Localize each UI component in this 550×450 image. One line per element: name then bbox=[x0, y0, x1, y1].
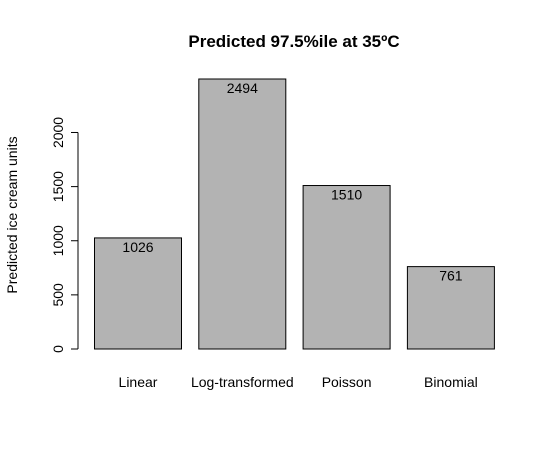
chart-title: Predicted 97.5%ile at 35ºC bbox=[188, 32, 399, 51]
data-label: 761 bbox=[439, 268, 463, 284]
bar-binomial bbox=[406, 266, 495, 350]
bars-group: 1026 2494 1510 761 bbox=[94, 78, 495, 350]
y-tick-label: 2000 bbox=[50, 117, 66, 148]
y-tick-label: 0 bbox=[50, 345, 66, 353]
data-label: 1510 bbox=[331, 187, 362, 203]
y-axis-title: Predicted ice cream units bbox=[4, 136, 20, 293]
y-tick-label: 1000 bbox=[50, 225, 66, 256]
category-labels: Linear Log-transformed Poisson Binomial bbox=[119, 374, 478, 390]
y-tick-label: 500 bbox=[50, 283, 66, 307]
category-label: Poisson bbox=[322, 374, 372, 390]
bar-linear bbox=[94, 237, 182, 350]
y-axis: 0 500 1000 1500 2000 bbox=[50, 117, 79, 353]
category-label: Log-transformed bbox=[191, 374, 294, 390]
y-tick-label: 1500 bbox=[50, 171, 66, 202]
bar-poisson bbox=[302, 185, 391, 350]
category-label: Binomial bbox=[424, 374, 478, 390]
data-label: 2494 bbox=[227, 80, 258, 96]
category-label: Linear bbox=[119, 374, 158, 390]
data-label: 1026 bbox=[122, 239, 153, 255]
bar-log-transformed bbox=[198, 78, 287, 350]
